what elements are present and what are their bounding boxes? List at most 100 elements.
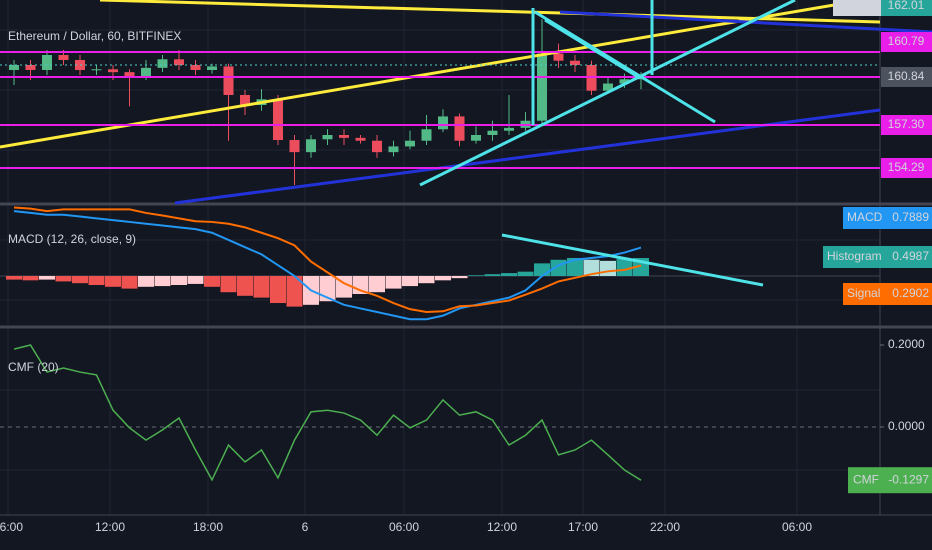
indicator-tag [843,207,932,229]
candle-body [25,65,36,70]
histogram-bar [270,275,286,304]
price-tag-name-text: ETHUSD [832,0,882,12]
candle-body [339,135,349,138]
candle-body [306,139,316,153]
candle-body [487,130,498,135]
histogram-bar [451,275,468,279]
y-tick-label: 0.2000 [888,337,925,351]
candle-body [108,69,118,73]
histogram-bar [253,275,270,298]
histogram-bar [138,275,154,287]
time-label: 17:00 [568,520,598,534]
indicator-line [13,210,642,321]
histogram-bar [187,275,204,284]
candle-body [141,67,151,78]
histogram-bar [418,275,435,284]
candle-body [570,60,580,65]
cmf-line [13,344,642,482]
histogram-bar [105,275,121,287]
indicator-tag [843,283,932,305]
symbol-title: Ethereum / Dollar, 60, BITFINEX [8,29,181,43]
candle-body [42,55,52,70]
histogram-bar [583,259,600,276]
cyan-line [544,18,641,80]
histogram-bar [204,275,220,287]
histogram-bar [154,275,171,287]
indicator-line [13,206,642,314]
candle-body [454,116,465,141]
candle-body [537,53,547,121]
price-tag-text: 157.30 [888,117,925,131]
trend-line [99,0,881,24]
cyan-line [419,0,796,187]
marks [0,19,884,482]
indicator-tag-value: 0.4987 [892,249,929,263]
price-tag-text: 160.84 [888,69,925,83]
cyan-line [534,10,716,124]
candle-body [273,100,283,140]
indicator-tag-value: -0.1297 [888,472,929,486]
candle-body [91,69,102,71]
histogram-bar [286,275,303,307]
indicator-tag-name: MACD [847,210,883,224]
histogram-bar [88,275,105,285]
price-tag [881,0,932,16]
candle-body [603,83,613,91]
time-label: 22:00 [650,520,680,534]
histogram-bar [237,275,253,296]
candle-body [388,146,399,153]
histogram-bar [369,275,385,293]
candle-body [289,140,300,153]
candle-body [240,95,250,105]
candle-body [322,135,333,140]
candle-body [355,137,366,141]
indicator-tag-value: 0.7889 [892,210,929,224]
candle-body [207,66,217,70]
histogram-bar [6,275,22,280]
candle-body [372,140,382,153]
histogram-bar [616,258,633,276]
candle-body [190,65,201,70]
candle-body [553,53,564,61]
indicator-tag [823,246,932,268]
indicator-tag-name: CMF [853,472,879,486]
histogram-bar [600,260,616,276]
price-tag-text: 160.79 [888,34,925,48]
time-label: 6 [302,520,309,534]
trend-line [0,2,841,149]
time-label: 18:00 [193,520,223,534]
histogram-bar [501,273,517,276]
histogram-bar [22,275,39,281]
indicator-tag-name: Histogram [827,249,882,263]
histogram-bar [402,275,418,287]
indicator-tag-name: Signal [847,286,880,300]
histogram-bar [121,275,138,289]
price-tag [881,32,932,52]
histogram-bar [534,263,550,276]
histogram-bar [484,274,501,276]
price-tag-text: 162.01 [888,0,925,12]
candle-body [438,116,448,130]
cyan-line [501,233,764,287]
histogram-bar [55,275,72,282]
price-tag-text: 154.29 [888,160,925,174]
time-label: 06:00 [782,520,812,534]
indicator-tag [848,467,932,494]
candle-body [421,129,432,141]
trend-line [559,10,932,34]
candle-body [504,127,514,131]
time-label: 06:00 [0,520,23,534]
histogram-bar [385,275,402,289]
candle-body [174,59,184,65]
candle-body [9,65,19,70]
histogram-bar [567,257,583,276]
histogram-bar [171,275,187,285]
cmf-title: CMF (20) [8,360,59,374]
candle-body [58,55,69,60]
price-tag-name [833,0,881,16]
candle-body [619,79,630,84]
histogram-bar [39,275,55,280]
candle-body [405,140,415,147]
